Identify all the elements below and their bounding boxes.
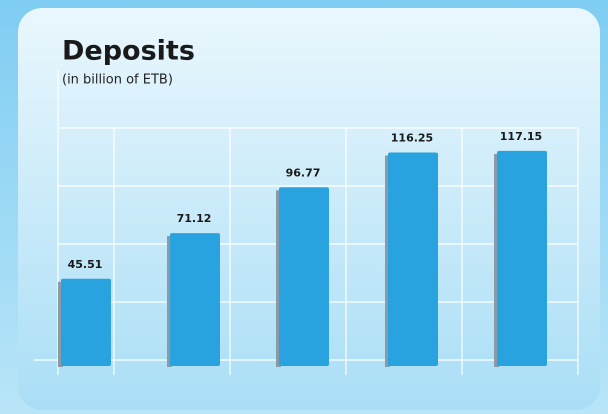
value-label: 117.15 — [500, 130, 542, 143]
chart-title: Deposits — [62, 36, 195, 67]
value-label: 45.51 — [68, 258, 103, 271]
bar — [170, 233, 220, 366]
bar — [279, 187, 329, 366]
bar-shadow — [494, 153, 499, 367]
chart-subtitle: (in billion of ETB) — [62, 73, 173, 88]
value-label: 96.77 — [286, 166, 321, 179]
bar-shadow — [167, 236, 172, 367]
bar-shadow — [276, 190, 281, 367]
bar — [61, 278, 111, 366]
value-label: 116.25 — [391, 132, 433, 145]
value-label: 71.12 — [177, 212, 212, 225]
bar-shadow — [58, 281, 63, 367]
bar-shadow — [385, 155, 390, 367]
bar — [497, 150, 547, 366]
bar — [388, 152, 438, 366]
